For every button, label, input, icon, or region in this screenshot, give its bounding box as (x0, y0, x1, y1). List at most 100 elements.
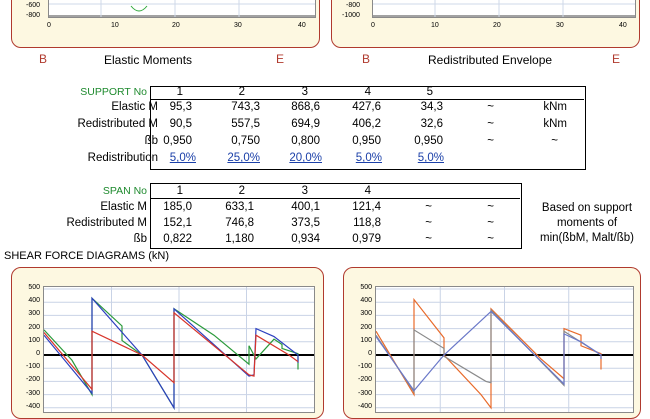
series-line (376, 308, 602, 394)
span-cell: 0,979 (352, 233, 381, 245)
unit-label: ~ (551, 135, 558, 147)
y-tick: 200 (28, 323, 40, 331)
series-line (44, 296, 299, 410)
support-cell: 557,5 (231, 118, 260, 130)
x-tick: 20 (172, 22, 180, 29)
support-row-label: Redistributed M (77, 118, 158, 130)
tilde: ~ (487, 118, 494, 130)
tilde: ~ (487, 135, 494, 147)
y-tick: 400 (360, 297, 372, 305)
support-cell: 427,6 (352, 101, 381, 113)
x-tick: 40 (298, 22, 306, 29)
redistribution-link[interactable]: 25,0% (227, 152, 260, 164)
support-table (150, 86, 586, 170)
support-column-header: 4 (364, 86, 371, 98)
y-tick: 400 (28, 297, 40, 305)
support-cell: 0,750 (231, 135, 260, 147)
span-cell: 633,1 (225, 201, 254, 213)
y-tick: 500 (28, 284, 40, 291)
y-tick: -200 (25, 376, 40, 384)
support-cell: 743,3 (231, 101, 260, 113)
redistribution-link[interactable]: 5,0% (417, 152, 444, 164)
y-tick: 300 (28, 310, 40, 318)
note-line: min(ßbM, Malt/ßb) (540, 232, 634, 244)
span-header-rule (150, 198, 520, 199)
y-tick: 300 (360, 310, 372, 318)
span-cell: 746,8 (225, 217, 254, 229)
support-cell: 95,3 (169, 101, 192, 113)
support-cell: 0,800 (291, 135, 320, 147)
support-cell: 32,6 (420, 118, 443, 130)
y-tick: -800 (346, 2, 361, 9)
support-column-header: 2 (238, 86, 245, 98)
span-column-header: 2 (238, 185, 245, 197)
y-tick: -400 (357, 402, 372, 410)
span-row-label: Redistributed M (66, 217, 147, 229)
tilde: ~ (487, 217, 494, 229)
y-tick: 500 (360, 284, 372, 291)
series-line (44, 296, 299, 410)
support-cell: 694,9 (291, 118, 320, 130)
span-column-header: 3 (301, 185, 308, 197)
support-column-header: 5 (426, 86, 433, 98)
span-column-header: 4 (364, 185, 371, 197)
span-note: Based on support moments of min(ßbM, Mal… (527, 201, 647, 246)
span-cell: 1,180 (225, 233, 254, 245)
span-row-label: Elastic M (100, 201, 147, 213)
span-cell: 152,1 (163, 217, 192, 229)
support-cell: 0,950 (163, 135, 192, 147)
tilde: ~ (425, 233, 432, 245)
x-tick: 30 (234, 22, 242, 29)
redistribution-label: Redistribution (87, 152, 158, 164)
y-tick: 100 (360, 336, 372, 344)
span-cell: 373,5 (291, 217, 320, 229)
redistribution-link[interactable]: 5,0% (355, 152, 382, 164)
tilde: ~ (487, 201, 494, 213)
unit-label: kNm (543, 118, 567, 130)
span-table (150, 183, 522, 249)
span-cell: 0,822 (163, 233, 192, 245)
redistributed-shear-plot (375, 286, 634, 413)
span-cell: 185,0 (163, 201, 192, 213)
x-tick: 10 (431, 22, 439, 29)
series-line (44, 311, 299, 391)
support-column-header: 3 (301, 86, 308, 98)
elastic-shear-plot (43, 286, 315, 413)
redistributed-envelope-plot (372, 0, 636, 18)
redistribution-link[interactable]: 5,0% (169, 152, 196, 164)
y-tick: -100 (357, 363, 372, 371)
y-tick: 200 (360, 323, 372, 331)
support-column-header: 1 (176, 86, 183, 98)
y-tick: -100 (25, 363, 40, 371)
x-tick: 0 (47, 22, 51, 29)
y-tick: -600 (26, 2, 41, 9)
elastic-moments-plot (48, 0, 316, 18)
redistributed-shear-panel: 500 400 300 200 100 0 -100 -200 -300 -400 (343, 267, 641, 419)
support-header-label: SUPPORT No (80, 86, 147, 98)
support-cell: 406,2 (352, 118, 381, 130)
right-end-label: E (276, 52, 285, 66)
y-tick: -300 (357, 389, 372, 397)
elastic-shear-panel: 500 400 300 200 100 0 -100 -200 -300 -400 (11, 267, 324, 419)
right-end-label: E (612, 52, 621, 66)
note-line: moments of (556, 217, 618, 229)
support-cell: 0,950 (352, 135, 381, 147)
note-line: Based on support (541, 202, 633, 214)
y-tick: -400 (25, 402, 40, 410)
x-tick: 40 (619, 22, 627, 29)
tilde: ~ (425, 217, 432, 229)
span-cell: 118,8 (353, 217, 381, 229)
unit-label: kNm (543, 101, 567, 113)
support-cell: 34,3 (420, 101, 443, 113)
redistribution-link[interactable]: 20,0% (289, 152, 322, 164)
series-line (376, 297, 602, 410)
support-header-rule (150, 99, 584, 100)
support-row-label: ßb (144, 135, 158, 147)
span-cell: 121,4 (352, 201, 381, 213)
span-cell: 400,1 (291, 201, 320, 213)
series-line (376, 310, 602, 392)
y-tick: -200 (357, 376, 372, 384)
redistributed-envelope-panel: -800 -1000 0 10 20 30 40 (331, 0, 640, 48)
span-row-label: ßb (133, 233, 147, 245)
y-tick: -800 (26, 12, 41, 19)
